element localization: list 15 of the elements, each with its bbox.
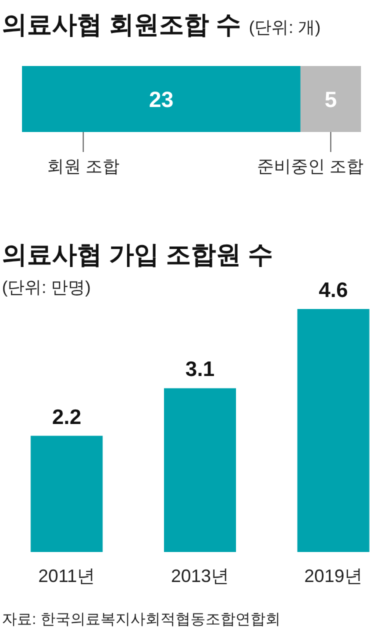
data-label: 2.2: [52, 406, 82, 429]
series-label: 준비중인 조합: [257, 157, 364, 176]
chart-subtitle: (단위: 만명): [2, 278, 91, 297]
chart-title: 의료사협 가입 조합원 수: [2, 241, 273, 269]
data-label: 4.6: [318, 279, 348, 302]
text: 자료: 한국의료복지사회적협동조합연합회: [2, 611, 280, 628]
data-label: 3.1: [185, 358, 215, 382]
data-label: 5: [324, 87, 337, 112]
chart-title: 의료사협 회원조합 수: [2, 11, 241, 39]
x-tick-label: 2019년: [304, 566, 362, 586]
chart-subtitle: (단위: 개): [248, 18, 321, 37]
x-tick-label: 2013년: [170, 566, 230, 586]
data-label: 23: [148, 87, 174, 112]
x-tick-label: 2011년: [38, 566, 96, 586]
series-label: 회원 조합: [46, 157, 120, 176]
